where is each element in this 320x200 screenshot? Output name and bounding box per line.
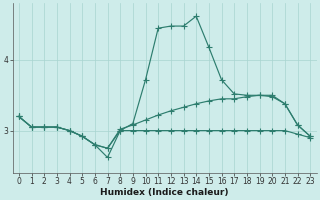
X-axis label: Humidex (Indice chaleur): Humidex (Indice chaleur) [100, 188, 229, 197]
